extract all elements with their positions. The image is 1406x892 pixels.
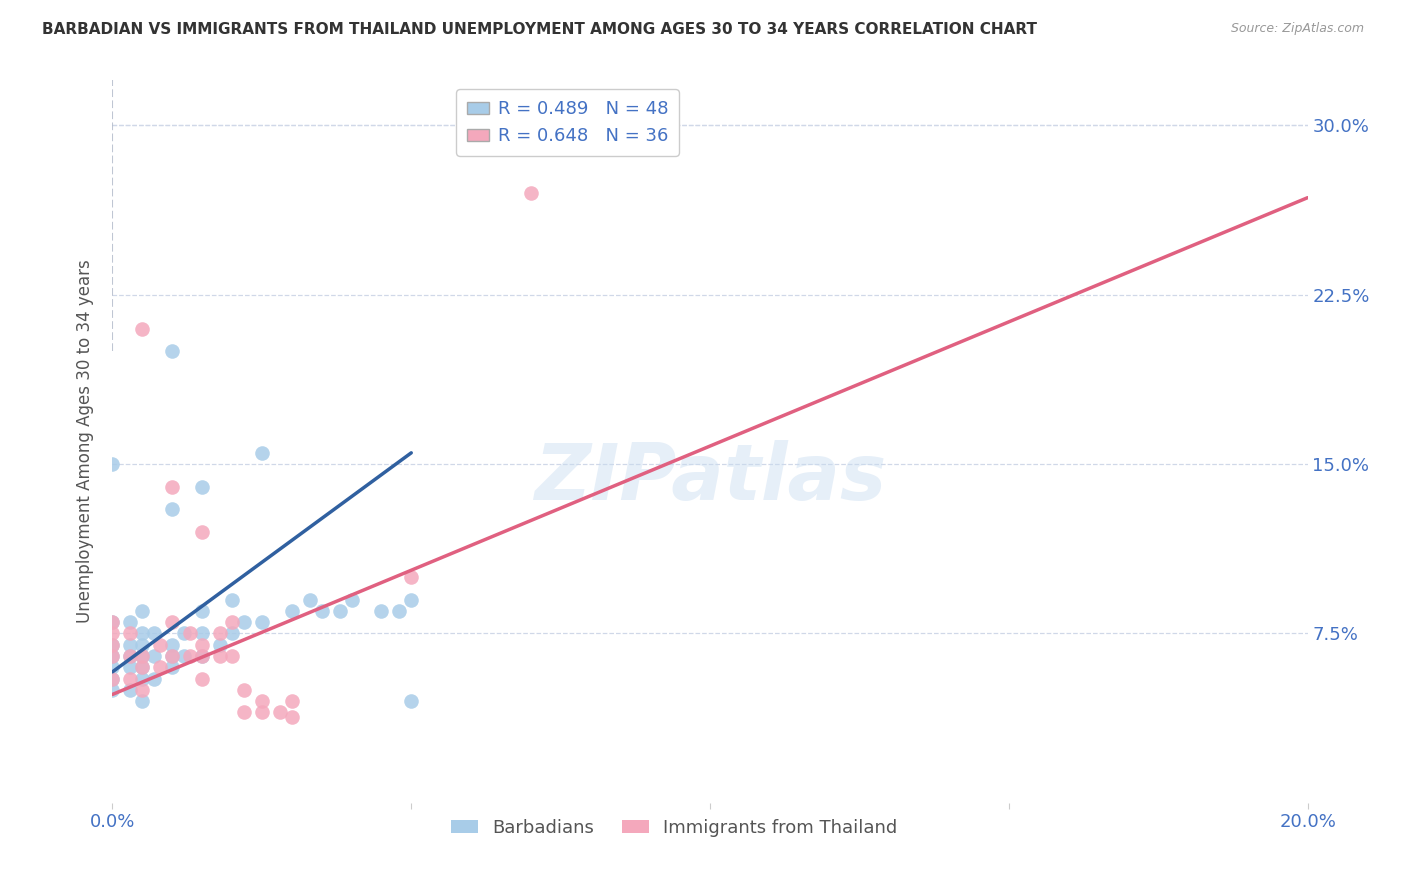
Point bbox=[370, 604, 392, 618]
Text: ZIPatlas: ZIPatlas bbox=[534, 440, 886, 516]
Point bbox=[101, 638, 124, 652]
Point bbox=[101, 672, 124, 686]
Point bbox=[221, 615, 243, 630]
Point bbox=[233, 682, 256, 697]
Point bbox=[250, 706, 273, 720]
Point bbox=[340, 592, 363, 607]
Point bbox=[269, 706, 291, 720]
Point bbox=[162, 648, 183, 663]
Point bbox=[120, 682, 142, 697]
Point bbox=[131, 648, 153, 663]
Point bbox=[209, 638, 232, 652]
Point bbox=[233, 706, 256, 720]
Point bbox=[401, 694, 423, 708]
Point bbox=[281, 694, 304, 708]
Point bbox=[221, 626, 243, 640]
Point bbox=[179, 626, 201, 640]
Point bbox=[101, 682, 124, 697]
Point bbox=[101, 638, 124, 652]
Point bbox=[101, 648, 124, 663]
Point bbox=[131, 321, 153, 335]
Point bbox=[250, 446, 273, 460]
Point bbox=[131, 648, 153, 663]
Point bbox=[311, 604, 333, 618]
Point bbox=[281, 604, 304, 618]
Point bbox=[101, 457, 124, 471]
Point bbox=[388, 604, 411, 618]
Point bbox=[191, 626, 214, 640]
Point bbox=[162, 344, 183, 359]
Point bbox=[173, 626, 195, 640]
Point bbox=[131, 660, 153, 674]
Point bbox=[131, 682, 153, 697]
Point bbox=[162, 648, 183, 663]
Point bbox=[101, 626, 124, 640]
Point bbox=[162, 660, 183, 674]
Point bbox=[191, 480, 214, 494]
Point bbox=[162, 502, 183, 516]
Point bbox=[250, 615, 273, 630]
Point bbox=[101, 615, 124, 630]
Point bbox=[191, 672, 214, 686]
Point bbox=[101, 648, 124, 663]
Point bbox=[179, 648, 201, 663]
Point bbox=[101, 660, 124, 674]
Point bbox=[191, 638, 214, 652]
Point bbox=[143, 672, 166, 686]
Point bbox=[401, 570, 423, 584]
Point bbox=[162, 615, 183, 630]
Point bbox=[131, 672, 153, 686]
Point bbox=[209, 648, 232, 663]
Point bbox=[149, 660, 172, 674]
Point bbox=[209, 626, 232, 640]
Point bbox=[520, 186, 543, 201]
Point bbox=[149, 638, 172, 652]
Text: BARBADIAN VS IMMIGRANTS FROM THAILAND UNEMPLOYMENT AMONG AGES 30 TO 34 YEARS COR: BARBADIAN VS IMMIGRANTS FROM THAILAND UN… bbox=[42, 22, 1038, 37]
Point bbox=[120, 638, 142, 652]
Point bbox=[131, 604, 153, 618]
Point bbox=[329, 604, 352, 618]
Point bbox=[120, 626, 142, 640]
Point bbox=[143, 648, 166, 663]
Point bbox=[191, 648, 214, 663]
Point bbox=[401, 592, 423, 607]
Point bbox=[120, 615, 142, 630]
Point bbox=[191, 604, 214, 618]
Point bbox=[298, 592, 321, 607]
Point bbox=[131, 626, 153, 640]
Point bbox=[131, 660, 153, 674]
Point bbox=[162, 480, 183, 494]
Point bbox=[143, 626, 166, 640]
Point bbox=[120, 648, 142, 663]
Point bbox=[281, 710, 304, 724]
Point bbox=[120, 648, 142, 663]
Text: Source: ZipAtlas.com: Source: ZipAtlas.com bbox=[1230, 22, 1364, 36]
Y-axis label: Unemployment Among Ages 30 to 34 years: Unemployment Among Ages 30 to 34 years bbox=[76, 260, 94, 624]
Point bbox=[101, 672, 124, 686]
Legend: Barbadians, Immigrants from Thailand: Barbadians, Immigrants from Thailand bbox=[444, 812, 904, 845]
Point bbox=[221, 592, 243, 607]
Point bbox=[250, 694, 273, 708]
Point bbox=[120, 660, 142, 674]
Point bbox=[221, 648, 243, 663]
Point bbox=[131, 638, 153, 652]
Point bbox=[191, 524, 214, 539]
Point bbox=[173, 648, 195, 663]
Point bbox=[191, 648, 214, 663]
Point bbox=[233, 615, 256, 630]
Point bbox=[162, 638, 183, 652]
Point bbox=[101, 615, 124, 630]
Point bbox=[131, 694, 153, 708]
Point bbox=[120, 672, 142, 686]
